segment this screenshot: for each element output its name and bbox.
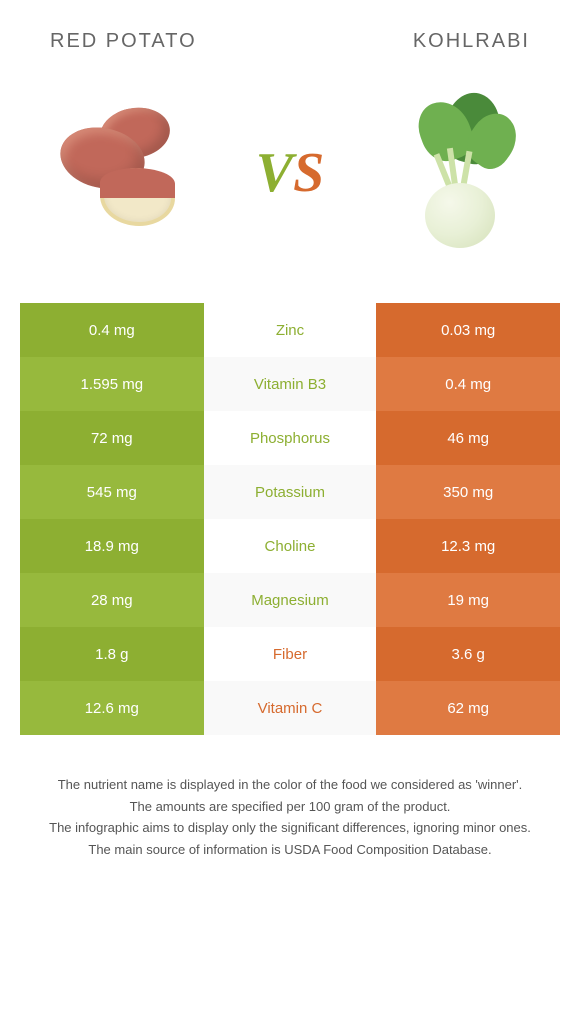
table-row: 28 mgMagnesium19 mg <box>20 573 560 627</box>
footer-line: The amounts are specified per 100 gram o… <box>30 797 550 817</box>
left-food-title: Red potato <box>50 30 197 53</box>
right-value: 0.4 mg <box>376 357 560 411</box>
left-value: 1.8 g <box>20 627 204 681</box>
table-row: 0.4 mgZinc0.03 mg <box>20 303 560 357</box>
red-potato-image <box>45 93 205 253</box>
images-row: VS <box>20 83 560 263</box>
nutrient-name: Fiber <box>204 627 377 681</box>
nutrient-table: 0.4 mgZinc0.03 mg1.595 mgVitamin B30.4 m… <box>20 303 560 735</box>
table-row: 18.9 mgCholine12.3 mg <box>20 519 560 573</box>
table-row: 72 mgPhosphorus46 mg <box>20 411 560 465</box>
left-value: 0.4 mg <box>20 303 204 357</box>
nutrient-name: Potassium <box>204 465 377 519</box>
right-value: 350 mg <box>376 465 560 519</box>
kohlrabi-image <box>375 93 535 253</box>
left-value: 18.9 mg <box>20 519 204 573</box>
footer-line: The nutrient name is displayed in the co… <box>30 775 550 795</box>
left-value: 12.6 mg <box>20 681 204 735</box>
footer-line: The infographic aims to display only the… <box>30 818 550 838</box>
right-value: 3.6 g <box>376 627 560 681</box>
right-food-title: Kohlrabi <box>413 30 530 53</box>
footer-notes: The nutrient name is displayed in the co… <box>20 775 560 859</box>
right-value: 46 mg <box>376 411 560 465</box>
nutrient-name: Vitamin C <box>204 681 377 735</box>
nutrient-name: Phosphorus <box>204 411 377 465</box>
right-value: 12.3 mg <box>376 519 560 573</box>
right-value: 19 mg <box>376 573 560 627</box>
right-value: 62 mg <box>376 681 560 735</box>
table-row: 545 mgPotassium350 mg <box>20 465 560 519</box>
nutrient-name: Magnesium <box>204 573 377 627</box>
footer-line: The main source of information is USDA F… <box>30 840 550 860</box>
table-row: 1.8 gFiber3.6 g <box>20 627 560 681</box>
right-value: 0.03 mg <box>376 303 560 357</box>
left-value: 545 mg <box>20 465 204 519</box>
table-row: 12.6 mgVitamin C62 mg <box>20 681 560 735</box>
left-value: 28 mg <box>20 573 204 627</box>
left-value: 72 mg <box>20 411 204 465</box>
left-value: 1.595 mg <box>20 357 204 411</box>
nutrient-name: Choline <box>204 519 377 573</box>
vs-label: VS <box>256 141 325 205</box>
table-row: 1.595 mgVitamin B30.4 mg <box>20 357 560 411</box>
nutrient-name: Zinc <box>204 303 377 357</box>
nutrient-name: Vitamin B3 <box>204 357 377 411</box>
